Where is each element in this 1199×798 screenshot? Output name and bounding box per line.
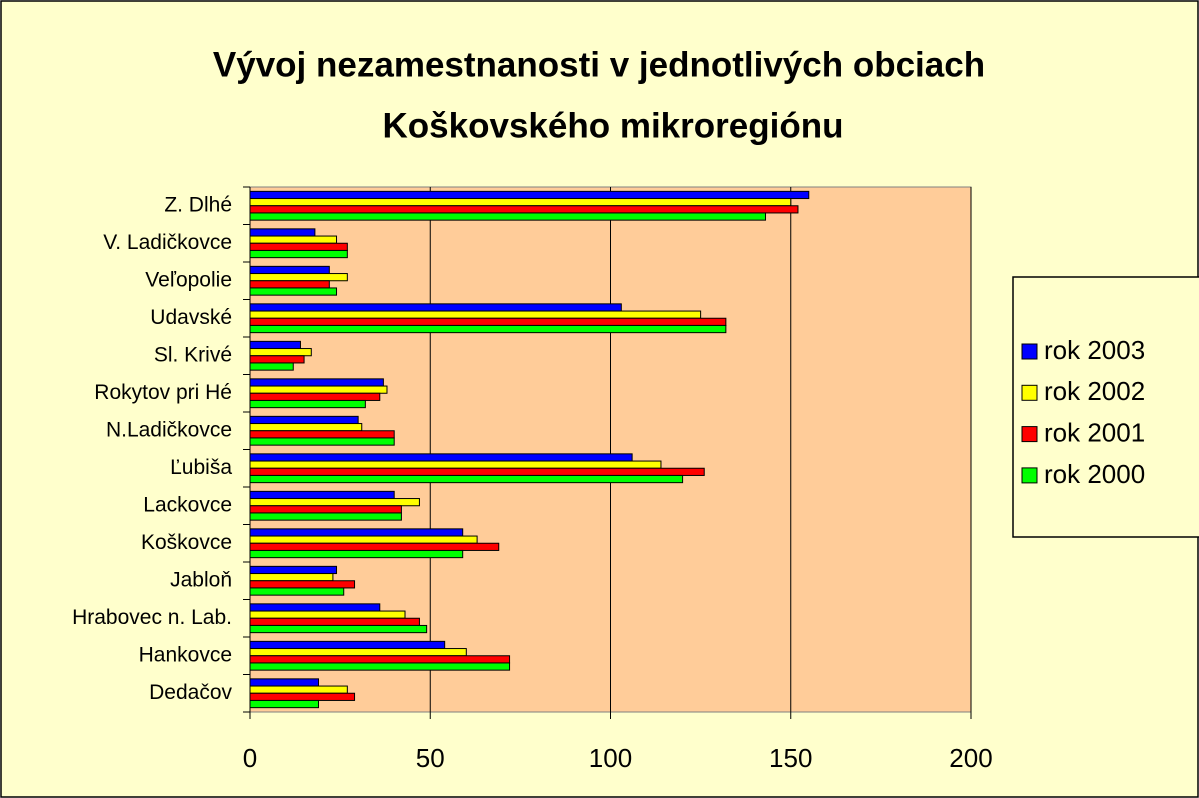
- y-tick-label: Z. Dlhé: [164, 193, 232, 216]
- legend-label: rok 2000: [1044, 459, 1145, 489]
- y-tick-label: Ľubiša: [170, 456, 232, 479]
- y-tick-label: Sl. Krivé: [154, 343, 232, 366]
- bar: [249, 399, 366, 409]
- bar: [249, 265, 330, 275]
- bar: [249, 587, 345, 596]
- y-tick-label: Veľopolie: [145, 268, 232, 291]
- bar: [249, 392, 381, 401]
- bar: [249, 505, 402, 514]
- bar: [249, 460, 662, 469]
- bar: [249, 280, 330, 289]
- bar: [249, 678, 319, 687]
- legend-swatch: [1021, 467, 1038, 484]
- bar: [249, 324, 727, 334]
- y-tick-label: Koškovce: [141, 531, 232, 554]
- y-tick-label: Dedačov: [149, 681, 232, 704]
- bar: [249, 699, 319, 709]
- bar: [249, 573, 334, 582]
- bar: [249, 430, 395, 439]
- bar: [249, 498, 420, 507]
- y-tick-label: V. Ladičkovce: [103, 231, 232, 254]
- x-tick-label: 150: [769, 743, 812, 773]
- bar: [249, 512, 402, 521]
- bar: [249, 242, 348, 251]
- bar: [249, 212, 767, 221]
- bar: [249, 362, 294, 371]
- bar: [249, 437, 395, 446]
- bar: [249, 648, 467, 657]
- bar: [249, 385, 388, 394]
- bar: [249, 287, 338, 296]
- bar: [249, 603, 381, 612]
- bar: [249, 617, 420, 626]
- bar: [249, 640, 446, 650]
- legend-label: rok 2002: [1044, 376, 1145, 406]
- bar: [249, 317, 727, 326]
- legend-box: [1012, 276, 1199, 538]
- bar: [249, 610, 406, 619]
- bar: [249, 655, 511, 664]
- bar: [249, 303, 622, 312]
- legend-swatch: [1021, 384, 1038, 401]
- x-tick-label: 200: [949, 743, 992, 773]
- bar: [249, 235, 338, 244]
- bar: [249, 542, 500, 551]
- y-tick-label: Hankovce: [139, 643, 232, 666]
- bar: [249, 205, 799, 214]
- bar: [249, 624, 428, 634]
- x-tick-label: 100: [589, 743, 632, 773]
- bar: [249, 355, 305, 364]
- bar: [249, 198, 792, 207]
- y-tick-label: Lackovce: [143, 493, 232, 516]
- legend-label: rok 2001: [1044, 417, 1145, 447]
- chart-title: Koškovského mikroregiónu: [383, 106, 844, 145]
- legend-label: rok 2003: [1044, 335, 1145, 365]
- y-tick-label: Hrabovec n. Lab.: [72, 606, 232, 629]
- bar: [249, 580, 356, 589]
- legend-swatch: [1021, 426, 1038, 443]
- y-tick-label: Jabloň: [170, 568, 232, 591]
- bar: [249, 685, 348, 694]
- bar: [249, 378, 384, 387]
- bar: [249, 190, 810, 200]
- bar: [249, 415, 359, 425]
- bar: [249, 565, 338, 575]
- bar: [249, 340, 301, 350]
- bar: [249, 273, 348, 282]
- y-tick-label: Rokytov pri Hé: [94, 381, 232, 404]
- bar: [249, 474, 684, 484]
- bar: [249, 528, 464, 537]
- bar: [249, 692, 356, 701]
- y-tick-label: Udavské: [150, 306, 232, 329]
- chart-title: Vývoj nezamestnanosti v jednotlivých obc…: [213, 45, 985, 84]
- bar: [249, 535, 478, 544]
- bar: [249, 249, 348, 259]
- x-tick-label: 0: [243, 743, 257, 773]
- bar: [249, 662, 511, 671]
- legend-swatch: [1021, 343, 1038, 360]
- bar: [249, 228, 316, 237]
- y-tick-label: N.Ladičkovce: [106, 418, 232, 441]
- bar: [249, 549, 464, 559]
- bar: [249, 490, 395, 500]
- bar: [249, 467, 705, 476]
- bar: [249, 310, 702, 319]
- bar: [249, 348, 312, 357]
- x-tick-label: 50: [416, 743, 445, 773]
- bar: [249, 453, 633, 462]
- bar: [249, 423, 363, 432]
